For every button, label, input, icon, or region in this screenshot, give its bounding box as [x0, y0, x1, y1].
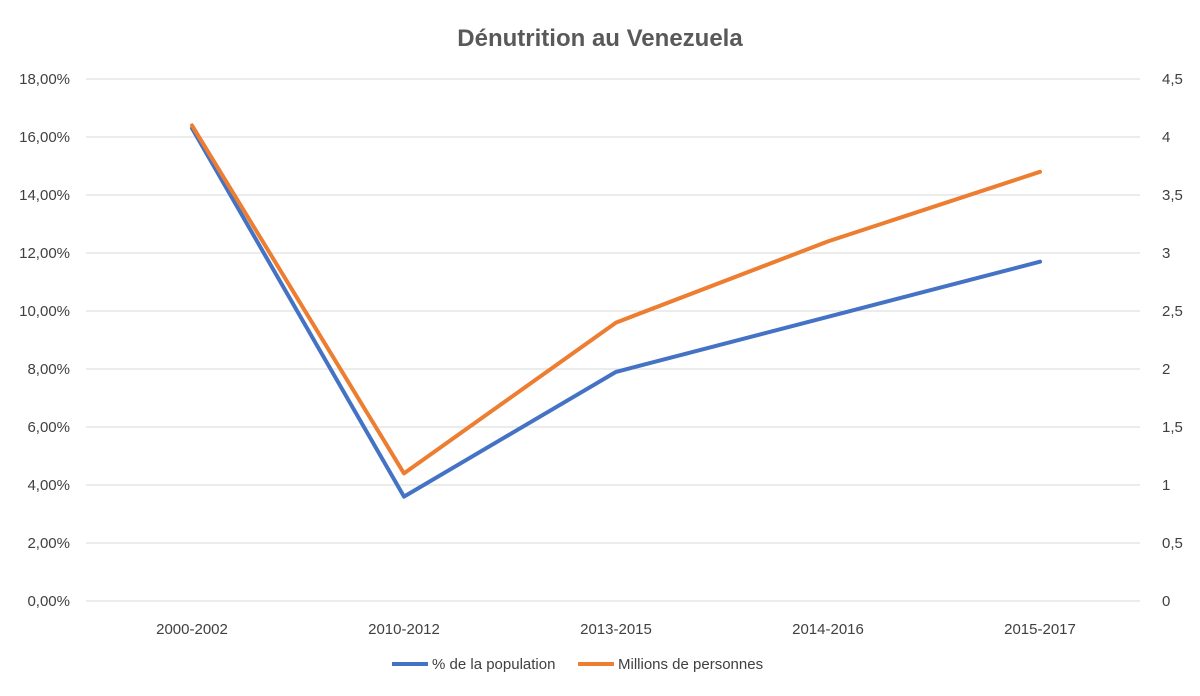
right-tick-label: 1,5 [1162, 419, 1183, 436]
series-line [190, 123, 1042, 476]
right-tick-label: 3 [1162, 245, 1170, 262]
left-tick-label: 18,00% [19, 71, 70, 88]
right-tick-label: 2,5 [1162, 303, 1183, 320]
left-tick-label: 6,00% [27, 419, 70, 436]
right-tick-label: 0,5 [1162, 535, 1183, 552]
right-axis: 0 0,5 1 1,5 2 2,5 3 3,5 4 4,5 [1162, 71, 1183, 610]
legend-label: % de la population [432, 656, 555, 673]
left-tick-label: 0,00% [27, 593, 70, 610]
x-tick-label: 2014-2016 [792, 621, 864, 638]
gridlines [86, 78, 1140, 602]
left-tick-label: 16,00% [19, 129, 70, 146]
series-line [190, 126, 1042, 499]
right-tick-label: 1 [1162, 477, 1170, 494]
right-tick-label: 4,5 [1162, 71, 1183, 88]
series-lines [190, 123, 1042, 499]
x-tick-label: 2015-2017 [1004, 621, 1076, 638]
legend: % de la population Millions de personnes [392, 656, 763, 673]
x-tick-label: 2013-2015 [580, 621, 652, 638]
x-tick-label: 2010-2012 [368, 621, 440, 638]
right-tick-label: 4 [1162, 129, 1170, 146]
left-tick-label: 2,00% [27, 535, 70, 552]
right-tick-label: 3,5 [1162, 187, 1183, 204]
left-axis: 0,00% 2,00% 4,00% 6,00% 8,00% 10,00% 12,00% 14,… [19, 71, 70, 610]
right-tick-label: 2 [1162, 361, 1170, 378]
left-tick-label: 12,00% [19, 245, 70, 262]
chart-title: Dénutrition au Venezuela [457, 25, 743, 52]
left-tick-label: 8,00% [27, 361, 70, 378]
x-tick-label: 2000-2002 [156, 621, 228, 638]
legend-label: Millions de personnes [618, 656, 763, 673]
left-tick-label: 4,00% [27, 477, 70, 494]
left-tick-label: 14,00% [19, 187, 70, 204]
left-tick-label: 10,00% [19, 303, 70, 320]
x-axis: 2000-2002 2010-2012 2013-2015 2014-2016 2015… [156, 621, 1076, 638]
right-tick-label: 0 [1162, 593, 1170, 610]
